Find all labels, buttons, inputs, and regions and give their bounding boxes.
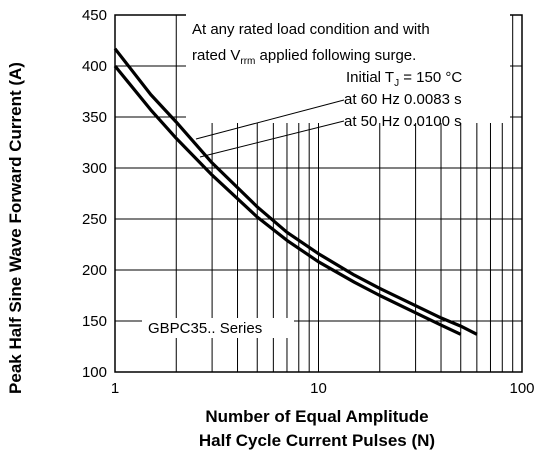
annotation-line-3-pre: Initial T xyxy=(346,69,394,86)
x-axis-title-line-1: Number of Equal Amplitude xyxy=(205,407,428,426)
y-tick-label: 200 xyxy=(82,262,107,279)
y-tick-label: 350 xyxy=(82,109,107,126)
y-tick-label: 450 xyxy=(82,7,107,24)
annotation-line-1: At any rated load condition and with xyxy=(192,21,430,38)
x-axis-title-line-2: Half Cycle Current Pulses (N) xyxy=(199,431,435,450)
series-line-1 xyxy=(113,47,478,336)
annotation-line-2-pre: rated V xyxy=(192,47,240,64)
annotation-line-2: rated Vrrm applied following surge. xyxy=(192,47,416,67)
tick-labels: 100 150 200 250 300 350 400 450 1 10 100 xyxy=(82,7,535,397)
annotation-line-3-post: = 150 °C xyxy=(399,69,462,86)
series-label: GBPC35.. Series xyxy=(148,320,262,337)
y-tick-label: 400 xyxy=(82,58,107,75)
leader-60hz xyxy=(195,99,345,140)
series-line-2 xyxy=(113,64,462,336)
annotation-line-2-post: applied following surge. xyxy=(255,47,416,64)
annotation-50hz: at 50 Hz 0.0100 s xyxy=(344,113,462,130)
y-tick-label: 100 xyxy=(82,364,107,381)
x-tick-label: 1 xyxy=(111,380,119,397)
y-tick-label: 150 xyxy=(82,313,107,330)
annotation-line-3: Initial TJ = 150 °C xyxy=(346,69,462,89)
leader-50hz xyxy=(199,120,345,158)
series-label-background xyxy=(142,318,294,338)
y-tick-label: 300 xyxy=(82,160,107,177)
x-tick-label: 100 xyxy=(509,380,534,397)
annotation-background xyxy=(186,14,510,123)
curves xyxy=(113,47,478,336)
annotation-line-2-sub: rrm xyxy=(240,56,255,67)
annotation-line-3-sub: J xyxy=(394,78,399,89)
y-tick-label: 250 xyxy=(82,211,107,228)
y-axis-title: Peak Half Sine Wave Forward Current (A) xyxy=(6,62,25,394)
annotation-60hz: at 60 Hz 0.0083 s xyxy=(344,91,462,108)
x-tick-label: 10 xyxy=(310,380,327,397)
